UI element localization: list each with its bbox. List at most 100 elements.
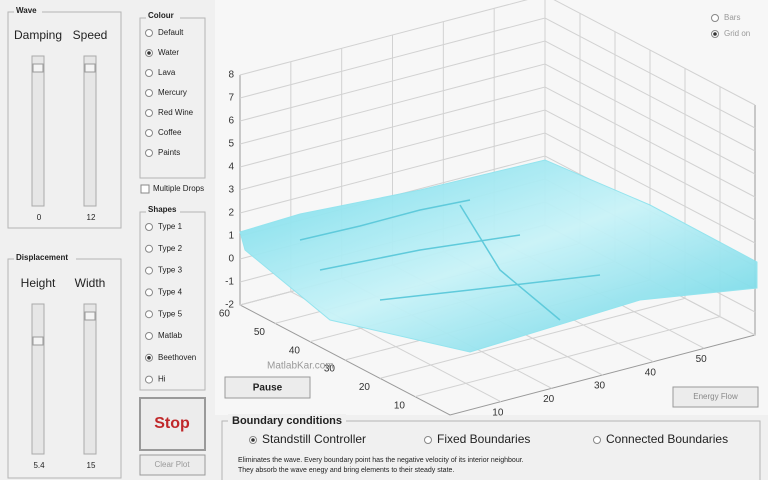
radio-button[interactable] (145, 266, 153, 275)
axis-box (239, 75, 756, 416)
radio-label: Water (158, 48, 179, 57)
button-label: Clear Plot (154, 460, 190, 469)
z-tick-label: -2 (225, 300, 234, 311)
panel-title: Wave (16, 6, 37, 15)
z-tick-label: -1 (225, 277, 234, 288)
radio-label: Hi (158, 375, 166, 384)
radio-label: Red Wine (158, 108, 194, 117)
radio-label: Coffee (158, 128, 182, 137)
boundary-panel (221, 420, 761, 480)
y-tick-label: 50 (254, 327, 266, 338)
radio-button[interactable] (145, 149, 153, 157)
z-tick-label: 4 (228, 162, 234, 173)
radio-label: Standstill Controller (262, 432, 366, 446)
radio-label: Type 4 (158, 288, 183, 297)
panel-title: Displacement (16, 253, 68, 262)
watermark: MatlabKar.com (267, 361, 334, 372)
radio-button[interactable] (145, 310, 153, 319)
radio-label: Default (158, 28, 184, 37)
radio-button[interactable] (145, 244, 153, 253)
panel-title: Colour (148, 11, 174, 20)
radio-dot (147, 51, 151, 55)
grid-line (414, 86, 721, 398)
slider[interactable] (83, 55, 97, 207)
panel-title-bg (228, 414, 346, 427)
x-tick-label: 50 (696, 354, 708, 365)
radio-label: Type 5 (158, 309, 183, 318)
displacement-panel (7, 258, 122, 479)
slider[interactable] (31, 303, 45, 455)
radio-button[interactable] (145, 69, 153, 77)
z-tick-label: 6 (228, 116, 234, 127)
x-tick-label: 20 (543, 394, 555, 405)
radio-label: Paints (158, 148, 180, 157)
button-label: Energy Flow (693, 392, 738, 401)
radio-button[interactable] (424, 436, 432, 444)
panel-title-bg (146, 11, 180, 21)
checkbox[interactable] (140, 184, 150, 194)
radio-dot (147, 356, 151, 360)
energy-flow-button[interactable] (672, 386, 759, 408)
wave-surface (239, 159, 758, 353)
slider[interactable] (31, 55, 45, 207)
y-tick-label: 30 (324, 364, 336, 375)
radio-label: Type 1 (158, 222, 183, 231)
slider-value: 5.4 (33, 461, 45, 470)
slider-thumb[interactable] (84, 311, 96, 321)
checkbox-label: Multiple Drops (153, 184, 204, 193)
wave-panel (7, 11, 122, 229)
radio-button[interactable] (145, 109, 153, 117)
wave-ripples (299, 199, 601, 321)
x-tick-label: 40 (645, 367, 657, 378)
slider-label: Damping (14, 28, 62, 42)
radio-label: Lava (158, 68, 176, 77)
radio-label: Type 2 (158, 244, 183, 253)
slider-value: 0 (37, 213, 42, 222)
shapes-panel (139, 211, 206, 391)
slider-label: Height (21, 276, 56, 290)
z-tick-label: 3 (228, 185, 234, 196)
radio-button[interactable] (145, 288, 153, 297)
radio-label: Fixed Boundaries (437, 432, 530, 446)
slider-thumb[interactable] (84, 63, 96, 73)
radio-label: Type 3 (158, 266, 183, 275)
radio-label: Beethoven (158, 353, 196, 362)
radio-label: Matlab (158, 331, 183, 340)
radio-button[interactable] (593, 436, 601, 444)
panel-title: Boundary conditions (232, 415, 342, 427)
radio-label: Connected Boundaries (606, 432, 728, 446)
radio-label: Mercury (158, 88, 187, 97)
y-tick-label: 10 (394, 400, 406, 411)
z-tick-label: 7 (228, 93, 234, 104)
radio-button[interactable] (145, 29, 153, 37)
stop-button[interactable] (139, 397, 206, 451)
slider-thumb[interactable] (32, 336, 44, 346)
radio-dot (713, 32, 717, 36)
button-label: Stop (154, 415, 190, 432)
description: They absorb the wave enegy and bring ele… (238, 467, 454, 474)
radio-button[interactable] (145, 223, 153, 231)
y-tick-label: 20 (359, 382, 371, 393)
slider-value: 15 (87, 461, 96, 470)
slider-thumb[interactable] (32, 63, 44, 73)
z-tick-label: 5 (228, 139, 234, 150)
slider-value: 12 (87, 213, 96, 222)
z-tick-label: 2 (228, 208, 234, 219)
y-tick-label: 60 (219, 309, 231, 320)
radio-button[interactable] (145, 89, 153, 97)
x-tick-label: 10 (492, 407, 504, 418)
clear-button[interactable] (139, 454, 206, 476)
radio-button[interactable] (145, 129, 153, 137)
radio-button[interactable] (711, 14, 719, 22)
x-tick-label: 30 (594, 381, 606, 392)
panel-title-bg (146, 205, 180, 215)
radio-button[interactable] (145, 375, 153, 384)
panel-title-bg (14, 253, 76, 263)
slider[interactable] (83, 303, 97, 455)
radio-button[interactable] (145, 332, 153, 340)
z-tick-label: 0 (228, 254, 234, 265)
pause-button[interactable] (224, 376, 311, 399)
slider-label: Speed (73, 28, 108, 42)
